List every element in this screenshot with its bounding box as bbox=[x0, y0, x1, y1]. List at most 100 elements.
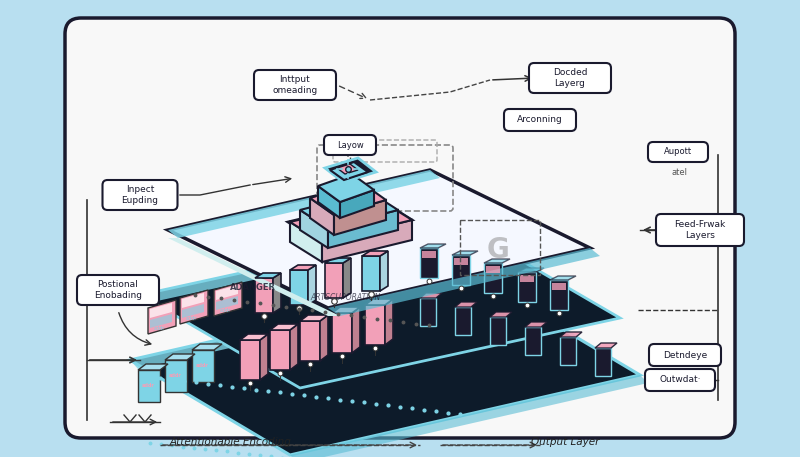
Polygon shape bbox=[138, 370, 160, 402]
Polygon shape bbox=[150, 303, 172, 318]
Polygon shape bbox=[343, 258, 351, 298]
Polygon shape bbox=[328, 248, 600, 316]
Text: ARTSCUPORATION: ARTSCUPORATION bbox=[310, 293, 380, 302]
Polygon shape bbox=[452, 255, 470, 285]
Polygon shape bbox=[362, 256, 380, 291]
Polygon shape bbox=[595, 343, 617, 348]
Polygon shape bbox=[182, 304, 204, 318]
FancyBboxPatch shape bbox=[65, 18, 735, 438]
Text: atel: atel bbox=[672, 168, 688, 177]
Polygon shape bbox=[334, 200, 386, 235]
Text: addr: addr bbox=[186, 316, 198, 321]
Text: Attentionable Encoding: Attentionable Encoding bbox=[169, 437, 291, 447]
Polygon shape bbox=[240, 340, 260, 380]
Polygon shape bbox=[168, 238, 340, 316]
Text: Detndeye: Detndeye bbox=[663, 351, 707, 360]
Polygon shape bbox=[290, 222, 322, 262]
Polygon shape bbox=[420, 298, 436, 326]
FancyBboxPatch shape bbox=[645, 369, 715, 391]
Polygon shape bbox=[550, 276, 576, 280]
Polygon shape bbox=[420, 293, 442, 298]
Polygon shape bbox=[300, 315, 328, 321]
Polygon shape bbox=[552, 283, 566, 290]
Text: addr: addr bbox=[196, 363, 209, 368]
Polygon shape bbox=[484, 263, 502, 293]
FancyBboxPatch shape bbox=[529, 63, 611, 93]
Polygon shape bbox=[322, 220, 412, 262]
Polygon shape bbox=[148, 300, 176, 334]
Polygon shape bbox=[290, 324, 298, 370]
Polygon shape bbox=[365, 305, 385, 345]
Text: addr: addr bbox=[142, 383, 154, 388]
Polygon shape bbox=[300, 192, 398, 228]
Polygon shape bbox=[380, 251, 388, 291]
Text: Arconning: Arconning bbox=[517, 116, 563, 124]
FancyBboxPatch shape bbox=[102, 180, 178, 210]
Polygon shape bbox=[332, 313, 352, 353]
Polygon shape bbox=[337, 164, 358, 174]
Polygon shape bbox=[168, 170, 590, 308]
Polygon shape bbox=[455, 302, 477, 307]
FancyBboxPatch shape bbox=[254, 70, 336, 100]
Text: Inpect
Eupding: Inpect Eupding bbox=[122, 185, 158, 205]
Polygon shape bbox=[320, 315, 328, 361]
Polygon shape bbox=[216, 285, 238, 300]
Polygon shape bbox=[192, 344, 222, 350]
Polygon shape bbox=[240, 334, 268, 340]
Polygon shape bbox=[518, 272, 536, 302]
Text: Inttput
omeading: Inttput omeading bbox=[272, 75, 318, 95]
Polygon shape bbox=[560, 332, 582, 337]
Text: Layow: Layow bbox=[337, 140, 363, 149]
Polygon shape bbox=[255, 278, 273, 313]
Polygon shape bbox=[308, 194, 380, 218]
Text: addr: addr bbox=[169, 373, 182, 378]
Text: addr: addr bbox=[154, 326, 166, 331]
Polygon shape bbox=[180, 290, 208, 324]
Polygon shape bbox=[595, 348, 611, 376]
FancyBboxPatch shape bbox=[324, 135, 376, 155]
Polygon shape bbox=[490, 312, 512, 317]
Polygon shape bbox=[490, 317, 506, 345]
Polygon shape bbox=[420, 248, 438, 278]
Polygon shape bbox=[518, 268, 544, 272]
Polygon shape bbox=[525, 322, 547, 327]
Polygon shape bbox=[260, 334, 268, 380]
Polygon shape bbox=[165, 354, 195, 360]
Polygon shape bbox=[300, 321, 320, 361]
Polygon shape bbox=[352, 307, 360, 353]
FancyBboxPatch shape bbox=[504, 109, 576, 131]
FancyBboxPatch shape bbox=[649, 344, 721, 366]
FancyBboxPatch shape bbox=[77, 275, 159, 305]
Polygon shape bbox=[140, 225, 468, 303]
Polygon shape bbox=[520, 275, 534, 282]
Polygon shape bbox=[325, 258, 351, 263]
Polygon shape bbox=[288, 200, 412, 242]
Polygon shape bbox=[455, 307, 471, 335]
Polygon shape bbox=[452, 251, 478, 255]
Polygon shape bbox=[486, 266, 500, 273]
Polygon shape bbox=[330, 162, 368, 180]
Polygon shape bbox=[454, 258, 468, 265]
Polygon shape bbox=[484, 259, 510, 263]
Polygon shape bbox=[140, 225, 620, 388]
Polygon shape bbox=[525, 327, 541, 355]
Text: Docded
Layerg: Docded Layerg bbox=[553, 68, 587, 88]
Polygon shape bbox=[270, 330, 290, 370]
Polygon shape bbox=[325, 158, 376, 182]
Polygon shape bbox=[290, 200, 412, 242]
Polygon shape bbox=[300, 210, 328, 248]
Polygon shape bbox=[420, 244, 446, 248]
Polygon shape bbox=[308, 265, 316, 305]
Polygon shape bbox=[192, 350, 214, 382]
Polygon shape bbox=[168, 170, 440, 238]
Polygon shape bbox=[310, 183, 386, 215]
Polygon shape bbox=[182, 293, 204, 308]
Text: Aupott: Aupott bbox=[664, 148, 692, 156]
Polygon shape bbox=[550, 280, 568, 310]
Text: Postional
Enobading: Postional Enobading bbox=[94, 280, 142, 300]
Polygon shape bbox=[150, 314, 172, 328]
Polygon shape bbox=[216, 296, 238, 310]
Text: G: G bbox=[486, 236, 510, 264]
Polygon shape bbox=[325, 263, 343, 298]
Polygon shape bbox=[130, 280, 488, 369]
